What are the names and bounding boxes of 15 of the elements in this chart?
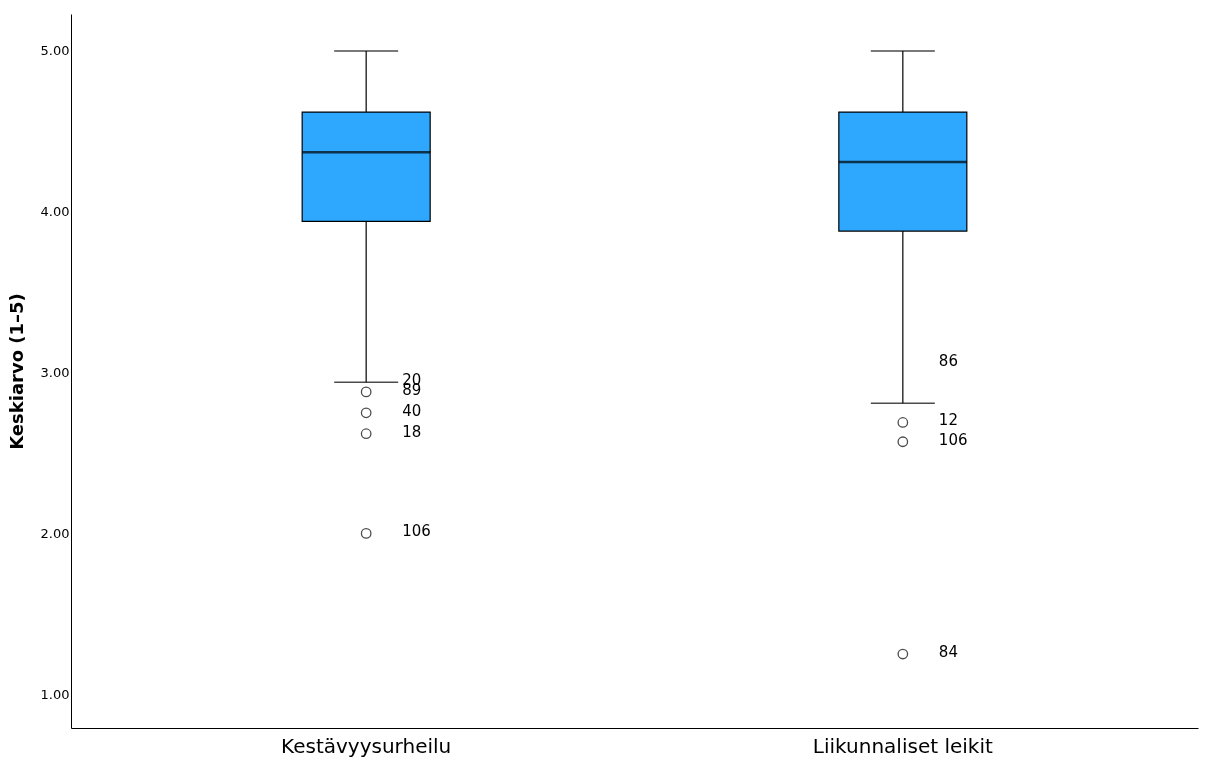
annotation: 84 — [938, 643, 958, 662]
annotation: 106 — [402, 522, 431, 541]
y-tick-label: 5.00 — [40, 43, 70, 59]
annotation: 86 — [938, 351, 958, 370]
annotation: 18 — [402, 422, 422, 441]
annotation: 106 — [938, 430, 968, 449]
y-tick-label: 4.00 — [40, 204, 70, 220]
x-tick-label: Kestävyysurheilu — [281, 733, 452, 758]
x-tick-label: Liikunnaliset leikit — [812, 733, 993, 758]
annotation: 40 — [402, 401, 422, 420]
y-tick-label: 3.00 — [40, 365, 70, 381]
y-tick-label: 1.00 — [40, 686, 70, 702]
y-axis-title: Keskiarvo (1–5) — [5, 293, 27, 450]
annotation: 12 — [938, 411, 958, 430]
y-tick-label: 2.00 — [40, 525, 70, 541]
